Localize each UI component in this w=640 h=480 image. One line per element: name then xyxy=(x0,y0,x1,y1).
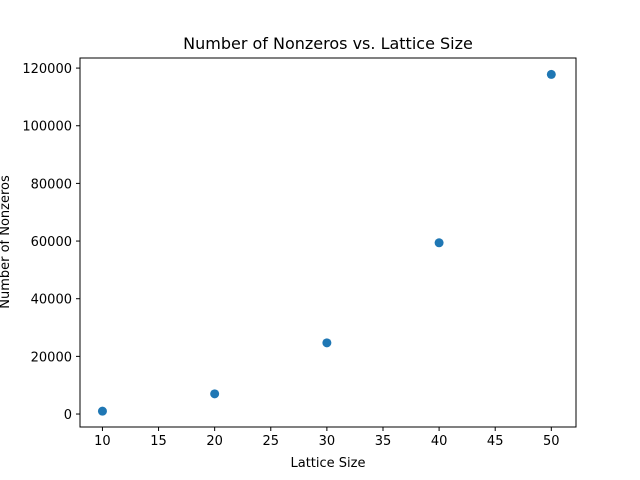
y-tick-label: 80000 xyxy=(31,177,72,192)
x-tick-label: 15 xyxy=(150,434,167,449)
y-axis-ticks: 0 20000 40000 60000 80000 100000 120000 xyxy=(22,62,80,423)
x-tick-label: 35 xyxy=(375,434,392,449)
scatter-point xyxy=(210,389,220,399)
x-axis-label: Lattice Size xyxy=(291,456,366,471)
x-tick-label: 20 xyxy=(206,434,223,449)
x-tick-label: 40 xyxy=(431,434,448,449)
x-tick-label: 45 xyxy=(487,434,504,449)
y-axis-label: Number of Nonzeros xyxy=(0,175,13,309)
x-axis-ticks: 10 15 20 25 30 35 40 45 50 xyxy=(94,427,560,449)
y-tick-label: 20000 xyxy=(31,350,72,365)
x-tick-label: 10 xyxy=(94,434,111,449)
x-tick-label: 50 xyxy=(543,434,560,449)
y-tick-label: 100000 xyxy=(22,120,72,135)
scatter-point xyxy=(97,406,107,416)
x-tick-label: 30 xyxy=(319,434,336,449)
y-tick-label: 120000 xyxy=(22,62,72,77)
scatter-point xyxy=(546,69,556,79)
chart-title: Number of Nonzeros vs. Lattice Size xyxy=(183,34,473,53)
y-tick-label: 0 xyxy=(64,408,72,423)
axes-frame xyxy=(79,57,577,428)
scatter-point xyxy=(434,238,444,248)
x-tick-label: 25 xyxy=(262,434,279,449)
plot-area xyxy=(97,69,556,416)
y-tick-label: 60000 xyxy=(31,235,72,250)
y-tick-label: 40000 xyxy=(31,293,72,308)
scatter-point xyxy=(322,338,332,348)
